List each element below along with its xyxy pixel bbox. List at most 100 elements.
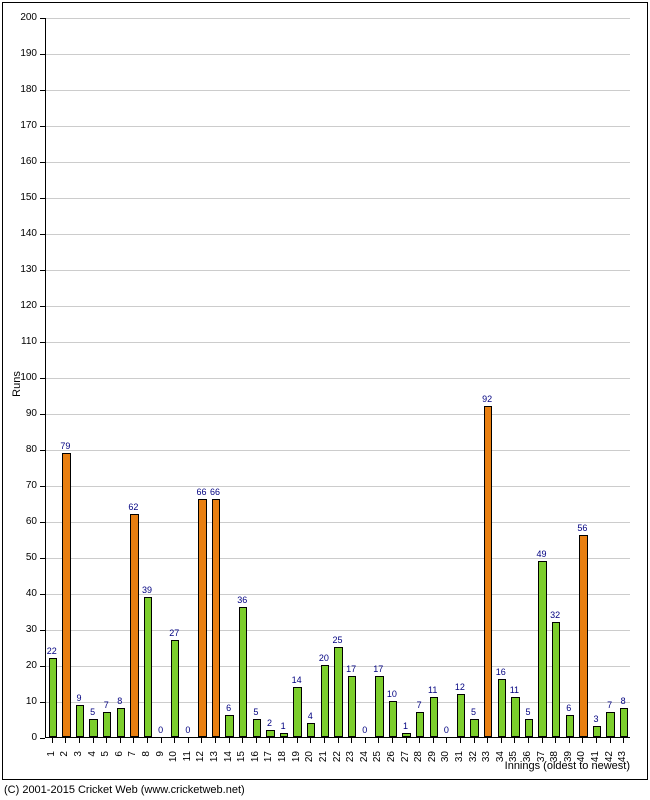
x-tick [514, 738, 515, 743]
y-tick-label: 180 [15, 85, 37, 95]
bar [457, 694, 465, 737]
x-tick-label: 26 [387, 751, 397, 771]
x-tick-label: 11 [183, 751, 193, 771]
y-tick [40, 90, 45, 91]
bar-value-label: 36 [237, 596, 247, 605]
bar-value-label: 8 [117, 697, 122, 706]
bar-value-label: 56 [577, 524, 587, 533]
x-tick-label: 14 [224, 751, 234, 771]
x-tick [555, 738, 556, 743]
bar-value-label: 66 [210, 488, 220, 497]
x-tick [406, 738, 407, 743]
x-tick [120, 738, 121, 743]
x-tick-label: 25 [373, 751, 383, 771]
x-tick-label: 6 [115, 751, 125, 771]
x-tick-label: 7 [128, 751, 138, 771]
gridline [46, 198, 630, 199]
y-tick [40, 522, 45, 523]
x-tick [433, 738, 434, 743]
bar-value-label: 4 [308, 712, 313, 721]
y-tick-label: 170 [15, 121, 37, 131]
bar-value-label: 7 [104, 701, 109, 710]
y-tick-label: 20 [15, 661, 37, 671]
bar-value-label: 16 [496, 668, 506, 677]
bar [307, 723, 315, 737]
bar [566, 715, 574, 737]
x-tick [569, 738, 570, 743]
x-tick [378, 738, 379, 743]
bar-value-label: 25 [332, 636, 342, 645]
x-tick-label: 10 [169, 751, 179, 771]
bar-value-label: 17 [346, 665, 356, 674]
bar-value-label: 22 [47, 647, 57, 656]
bar [62, 453, 70, 737]
bar-value-label: 6 [566, 704, 571, 713]
bar [171, 640, 179, 737]
chart-page: 0102030405060708090100110120130140150160… [0, 0, 650, 800]
x-tick [623, 738, 624, 743]
bar-value-label: 1 [403, 722, 408, 731]
x-tick [79, 738, 80, 743]
x-tick [596, 738, 597, 743]
bar [579, 535, 587, 737]
bar [606, 712, 614, 737]
bar [525, 719, 533, 737]
y-tick [40, 558, 45, 559]
y-tick-label: 50 [15, 553, 37, 563]
bar-value-label: 17 [373, 665, 383, 674]
y-tick [40, 54, 45, 55]
x-tick [161, 738, 162, 743]
gridline [46, 54, 630, 55]
bar-value-label: 66 [196, 488, 206, 497]
x-tick-label: 15 [237, 751, 247, 771]
y-tick [40, 198, 45, 199]
bar [212, 499, 220, 737]
x-tick [487, 738, 488, 743]
y-tick-label: 200 [15, 13, 37, 23]
x-tick [392, 738, 393, 743]
x-tick [610, 738, 611, 743]
bar [416, 712, 424, 737]
x-tick-label: 1 [47, 751, 57, 771]
y-tick-label: 0 [15, 733, 37, 743]
gridline [46, 90, 630, 91]
x-tick [338, 738, 339, 743]
x-tick [310, 738, 311, 743]
x-tick [446, 738, 447, 743]
y-tick-label: 120 [15, 301, 37, 311]
x-tick [297, 738, 298, 743]
bar [49, 658, 57, 737]
x-tick [324, 738, 325, 743]
x-tick-label: 29 [428, 751, 438, 771]
bar-value-label: 5 [525, 708, 530, 717]
gridline [46, 162, 630, 163]
x-tick-label: 21 [319, 751, 329, 771]
y-tick [40, 414, 45, 415]
bar [498, 679, 506, 737]
bar-value-label: 7 [417, 701, 422, 710]
x-tick-label: 30 [441, 751, 451, 771]
y-tick [40, 702, 45, 703]
y-tick [40, 378, 45, 379]
x-tick-label: 8 [142, 751, 152, 771]
y-tick [40, 450, 45, 451]
x-tick [65, 738, 66, 743]
bar-value-label: 27 [169, 629, 179, 638]
bar-value-label: 92 [482, 395, 492, 404]
bar-value-label: 39 [142, 586, 152, 595]
bar [552, 622, 560, 737]
bar [239, 607, 247, 737]
y-tick-label: 40 [15, 589, 37, 599]
x-tick-label: 19 [292, 751, 302, 771]
x-tick-label: 16 [251, 751, 261, 771]
bar-value-label: 12 [455, 683, 465, 692]
x-tick-label: 12 [196, 751, 206, 771]
bar-value-label: 11 [428, 686, 437, 695]
y-axis-title: Runs [11, 371, 23, 397]
x-tick [93, 738, 94, 743]
gridline [46, 450, 630, 451]
bar [321, 665, 329, 737]
y-tick [40, 594, 45, 595]
bar [348, 676, 356, 737]
y-tick-label: 190 [15, 49, 37, 59]
